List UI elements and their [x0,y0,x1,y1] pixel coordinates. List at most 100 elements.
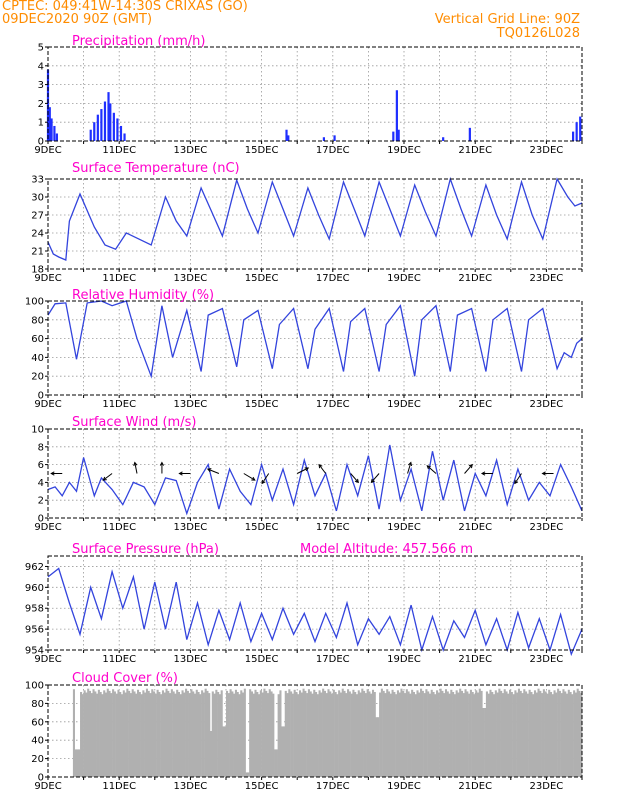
cloud-bar [316,694,319,777]
cloud-bar [293,689,296,777]
cloud-bar [165,688,168,777]
cloud-bar [432,691,435,777]
cloud-bar [549,691,553,777]
cloud-bar [99,691,102,777]
cloud-bar [300,692,303,777]
cloud-bar [368,691,371,777]
x-tick-label: 15DEC [245,522,279,533]
cloud-bar [350,693,353,777]
x-tick-label: 15DEC [245,399,279,410]
cloud-bar [169,693,172,777]
cloud-bar [414,694,417,777]
y-tick-label: 33 [31,175,44,186]
panel-title: Surface Temperature (nC) [72,161,240,176]
y-tick-label: 4 [38,478,44,489]
precip-bar [572,131,575,141]
panel-title: Surface Pressure (hPa) [72,542,219,557]
precip-bar [333,135,336,141]
x-tick-label: 17DEC [316,781,350,792]
x-tick-label: 23DEC [530,781,564,792]
cloud-bar [311,693,314,777]
x-tick-label: 9DEC [34,273,61,284]
y-tick-label: 18 [31,265,44,276]
cloud-bar [322,688,325,777]
cloud-bar [455,690,458,777]
cloud-bar [393,691,396,777]
cloud-bar [236,691,239,777]
y-tick-label: 40 [31,353,44,364]
cloud-bar [409,693,412,777]
cloud-bar [85,692,88,777]
header-model: TQ0126L028 [496,26,580,41]
cloud-bar [163,692,166,777]
cloud-bar [329,691,332,777]
panel-frame [47,684,583,778]
cloud-bar [96,693,99,777]
cloud-bar [411,689,414,777]
cloud-bar [124,692,127,777]
cloud-bar [192,691,195,777]
x-tick-label: 21DEC [458,273,492,284]
cloud-bar [427,691,430,777]
cloud-bar [268,689,271,777]
cloud-bar [215,689,218,777]
cloud-bar [510,691,513,777]
cloud-bar [318,690,321,777]
x-tick-label: 19DEC [387,399,421,410]
cloud-bar [541,693,544,777]
cloud-bar [380,688,383,777]
wind-arrow-head [159,461,165,466]
cloud-bar [274,749,277,777]
cloud-bar [562,689,565,777]
cloud-bar [243,688,246,777]
wind-arrow [261,473,270,484]
precip-bar [285,129,288,141]
cloud-bar [469,689,472,777]
cloud-bar [209,731,213,777]
cloud-bar [272,693,275,777]
cloud-bar [92,689,95,777]
wind-arrow-head [251,476,256,481]
cloud-bar [106,688,109,777]
cloud-bar [138,691,141,777]
cloud-bar [489,689,492,777]
cloud-bar [551,694,554,777]
y-tick-label: 5 [38,43,44,54]
cloud-bar [363,690,366,777]
y-tick-label: 962 [25,562,44,573]
cloud-bar [103,690,106,777]
y-tick-label: 0 [38,514,44,525]
panel-subtitle: Model Altitude: 457.566 m [300,542,473,557]
cloud-bar [532,694,535,777]
cloud-bar [101,694,104,777]
cloud-bar [573,690,576,777]
y-tick-label: 80 [31,699,44,710]
y-tick-label: 4 [38,61,44,72]
cloud-bar [74,749,77,777]
precip-bar [50,118,53,141]
cloud-bar [391,689,394,777]
cloud-bar [485,691,488,777]
cloud-bar [224,726,227,777]
cloud-bar [434,694,437,777]
x-tick-label: 19DEC [387,654,421,665]
cloud-bar [254,689,257,777]
cloud-bar [446,691,449,777]
cloud-bar [565,693,569,777]
cloud-bar [81,694,84,777]
header-station: CPTEC: 049:41W-14:30S CRIXAS (GO) [2,0,248,14]
cloud-bar [108,690,111,777]
cloud-bar [423,693,426,777]
cloud-bar [555,692,558,777]
cloud-bar [179,694,182,777]
precip-bar [322,137,325,141]
cloud-bar [544,691,547,777]
cloud-bar [553,690,556,777]
precip-bar [48,107,51,141]
cloud-bar [450,689,453,777]
cloud-bar [323,690,326,777]
x-tick-label: 23DEC [530,522,564,533]
x-tick-label: 11DEC [102,781,136,792]
panel-frame [47,178,583,270]
y-tick-label: 956 [25,625,44,636]
